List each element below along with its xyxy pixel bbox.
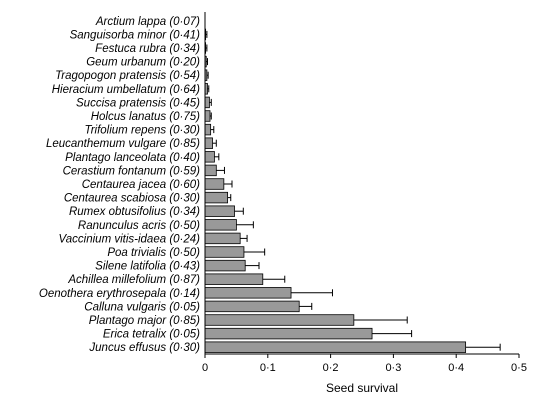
error-bar [207, 85, 210, 93]
error-bar [353, 316, 408, 324]
category-label: Vaccinium vitis-idaea (0·24) [59, 233, 201, 245]
error-bar [212, 139, 217, 147]
x-tick-label: 0·5 [511, 362, 527, 374]
category-label: Holcus lanatus (0·75) [91, 111, 200, 123]
category-label: Poa trivialis (0·50) [107, 247, 200, 259]
error-bar [240, 234, 248, 242]
error-bar [243, 248, 266, 256]
bar [204, 273, 264, 285]
category-label: Calluna vulgaris (0·05) [84, 301, 200, 313]
error-bars-group [205, 30, 501, 351]
bar [204, 219, 237, 231]
category-label: Trifolium repens (0·30) [85, 125, 201, 137]
x-tick-label: 0·3 [385, 362, 401, 374]
error-bar [299, 302, 313, 310]
x-axis-title: Seed survival [326, 381, 398, 395]
x-tick-label: 0·4 [448, 362, 464, 374]
category-label: Cerastium fontanum (0·59) [63, 165, 201, 177]
category-label: Oenothera erythrosepala (0·14) [39, 288, 200, 300]
bar [204, 327, 373, 340]
error-bar [291, 289, 333, 297]
category-label: Festuca rubra (0·34) [95, 43, 200, 55]
error-bar [223, 180, 233, 188]
error-bar [372, 330, 413, 338]
category-label: Hieracium umbellatum (0·64) [52, 84, 200, 96]
bar [204, 178, 225, 190]
error-bar [465, 343, 501, 351]
x-tick-label: 0 [202, 362, 208, 374]
bar [204, 96, 210, 109]
category-label: Arctium lappa (0·07) [95, 16, 200, 28]
error-bar [262, 275, 286, 283]
category-label: Achillea millefolium (0·87) [67, 274, 200, 286]
error-bar [227, 194, 232, 202]
error-bar [210, 126, 215, 134]
error-bar [205, 30, 208, 38]
category-label: Plantago major (0·85) [89, 315, 200, 327]
category-label: Rumex obtusifolius (0·34) [69, 206, 200, 218]
bar [204, 232, 241, 245]
error-bar [206, 58, 209, 66]
bar [204, 164, 217, 177]
bar [204, 110, 211, 122]
category-label: Leucanthemum vulgare (0·85) [46, 138, 200, 150]
bar [204, 246, 245, 258]
bar [204, 137, 213, 149]
bar [204, 191, 229, 204]
category-label: Juncus effusus (0·30) [88, 342, 200, 354]
category-label: Erica tetralix (0·05) [103, 329, 200, 341]
bar [204, 123, 212, 136]
bar [204, 341, 467, 353]
error-bar [206, 71, 209, 79]
bar [204, 259, 246, 272]
category-label: Succisa pratensis (0·45) [76, 97, 200, 109]
category-label: Centaurea jacea (0·60) [82, 179, 200, 191]
category-label: Geum urbanum (0·20) [86, 57, 200, 69]
x-tick-label: 0·2 [323, 362, 339, 374]
error-bar [234, 207, 244, 215]
category-label: Centaurea scabiosa (0·30) [64, 193, 200, 205]
error-bar [236, 221, 254, 229]
bar [204, 205, 235, 217]
error-bar [205, 44, 208, 52]
category-labels-group: Arctium lappa (0·07)Sanguisorba minor (0… [39, 16, 200, 354]
bar [204, 300, 300, 313]
error-bar [216, 166, 225, 174]
category-label: Ranunculus acris (0·50) [78, 220, 200, 232]
x-ticks-group: 0 0·1 0·2 0·3 0·4 0·5 [202, 354, 527, 374]
error-bar [209, 98, 212, 106]
x-tick-label: 0·1 [260, 362, 276, 374]
error-bar [210, 112, 212, 120]
bar [204, 287, 292, 299]
bar [204, 151, 215, 163]
category-label: Silene latifolia (0·43) [95, 261, 200, 273]
error-bar [245, 262, 260, 270]
bar [204, 314, 355, 326]
category-label: Plantago lanceolata (0·40) [65, 152, 200, 164]
bars-group [204, 28, 467, 353]
category-label: Sanguisorba minor (0·41) [70, 29, 201, 41]
category-label: Tragopogon pratensis (0·54) [55, 70, 200, 82]
error-bar [214, 153, 220, 161]
